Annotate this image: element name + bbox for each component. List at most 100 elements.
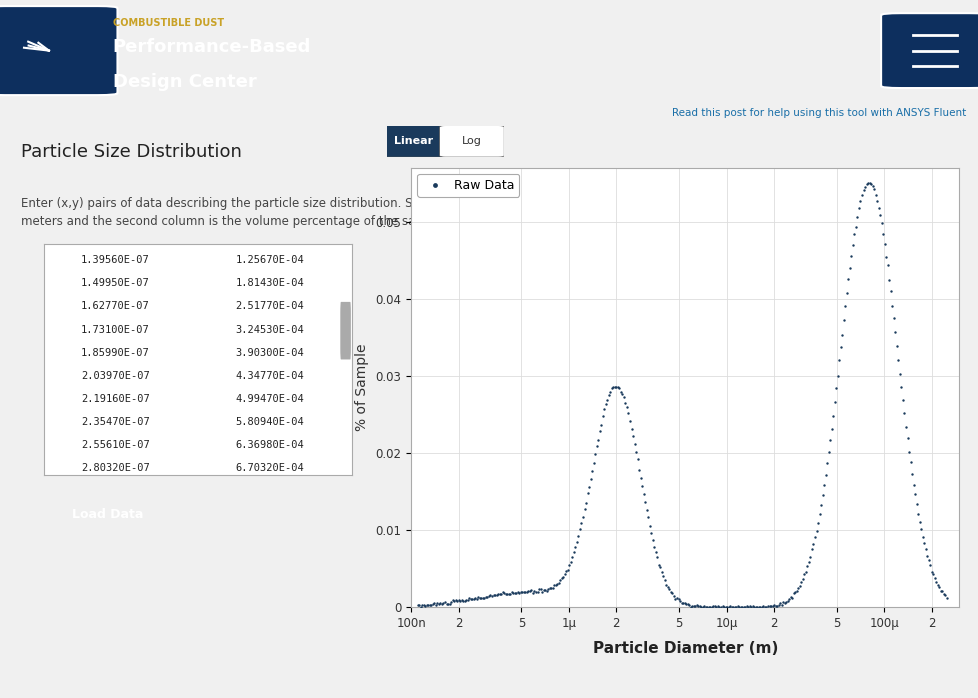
Raw Data [736, 602, 752, 613]
Raw Data [920, 555, 936, 566]
Raw Data [814, 489, 829, 500]
Text: Log: Log [462, 135, 481, 146]
Raw Data [512, 587, 528, 598]
Raw Data [429, 597, 445, 609]
Raw Data [502, 588, 517, 599]
Raw Data [493, 588, 509, 600]
FancyBboxPatch shape [380, 126, 445, 157]
Text: 2.19160E-07: 2.19160E-07 [81, 394, 150, 403]
Raw Data [578, 497, 594, 508]
Raw Data [880, 275, 896, 286]
Text: Read this post for help using this tool with ANSYS Fluent: Read this post for help using this tool … [672, 108, 965, 119]
Raw Data [601, 387, 617, 398]
Raw Data [635, 488, 650, 499]
Raw Data [772, 597, 787, 609]
Raw Data [625, 431, 641, 442]
Raw Data [441, 598, 457, 609]
Raw Data [711, 602, 727, 613]
Raw Data [484, 591, 500, 602]
Raw Data [719, 602, 734, 613]
Raw Data [847, 221, 863, 232]
Raw Data [694, 602, 710, 613]
Raw Data [678, 598, 693, 609]
Raw Data [561, 559, 577, 570]
Raw Data [843, 250, 859, 261]
Text: 1.85990E-07: 1.85990E-07 [81, 348, 150, 357]
Raw Data [938, 592, 954, 603]
Raw Data [529, 586, 545, 597]
Raw Data [645, 541, 661, 552]
Y-axis label: % of Sample: % of Sample [354, 343, 368, 431]
Raw Data [531, 584, 547, 595]
Raw Data [618, 401, 634, 413]
Raw Data [850, 203, 866, 214]
Raw Data [873, 217, 889, 228]
Raw Data [888, 341, 904, 352]
Raw Data [802, 551, 818, 563]
Raw Data [927, 577, 943, 588]
Raw Data [796, 569, 812, 580]
Raw Data [584, 466, 600, 477]
Raw Data [573, 517, 589, 528]
Raw Data [423, 599, 439, 610]
Text: Performance-Based: Performance-Based [112, 38, 311, 57]
Raw Data [775, 597, 790, 608]
Raw Data [911, 517, 926, 528]
Raw Data [670, 593, 686, 604]
Raw Data [907, 488, 922, 499]
Raw Data [554, 572, 569, 584]
Raw Data [855, 184, 870, 195]
Raw Data [822, 435, 837, 446]
Raw Data [908, 498, 923, 510]
Raw Data [723, 602, 738, 613]
Raw Data [901, 446, 916, 457]
Raw Data [487, 589, 503, 600]
Raw Data [852, 195, 867, 207]
Raw Data [612, 386, 628, 397]
Text: 6.70320E-04: 6.70320E-04 [235, 463, 304, 473]
Raw Data [803, 544, 819, 555]
Raw Data [608, 382, 624, 393]
Text: 2.80320E-07: 2.80320E-07 [81, 463, 150, 473]
Raw Data [777, 597, 792, 609]
Raw Data [929, 579, 945, 590]
Raw Data [535, 585, 551, 596]
Raw Data [606, 381, 622, 392]
Text: 2.03970E-07: 2.03970E-07 [81, 371, 150, 380]
Raw Data [759, 600, 775, 611]
Raw Data [669, 593, 685, 604]
Raw Data [518, 586, 534, 597]
Raw Data [791, 581, 807, 592]
Raw Data [836, 301, 852, 312]
Raw Data [708, 602, 724, 613]
Raw Data [658, 579, 674, 591]
Text: Design Center: Design Center [112, 73, 256, 91]
Raw Data [460, 595, 475, 606]
Raw Data [766, 600, 781, 611]
Raw Data [682, 601, 697, 612]
Raw Data [611, 383, 627, 394]
Raw Data [838, 288, 854, 299]
Raw Data [417, 600, 432, 611]
Raw Data [703, 602, 719, 613]
Raw Data [571, 524, 587, 535]
Raw Data [538, 586, 554, 597]
Text: Particle Size Distribution: Particle Size Distribution [22, 143, 242, 161]
Raw Data [521, 586, 537, 597]
Raw Data [827, 383, 843, 394]
Raw Data [587, 449, 602, 460]
Raw Data [596, 403, 611, 415]
Raw Data [643, 528, 658, 539]
Raw Data [416, 599, 431, 610]
Raw Data [443, 597, 459, 608]
Raw Data [767, 600, 782, 611]
Raw Data [421, 599, 436, 610]
Raw Data [797, 566, 813, 577]
Raw Data [824, 410, 840, 421]
Raw Data [581, 482, 597, 493]
Raw Data [890, 355, 906, 366]
Raw Data [661, 584, 677, 595]
Raw Data [648, 551, 664, 563]
Raw Data [426, 597, 442, 609]
Raw Data [861, 177, 876, 188]
